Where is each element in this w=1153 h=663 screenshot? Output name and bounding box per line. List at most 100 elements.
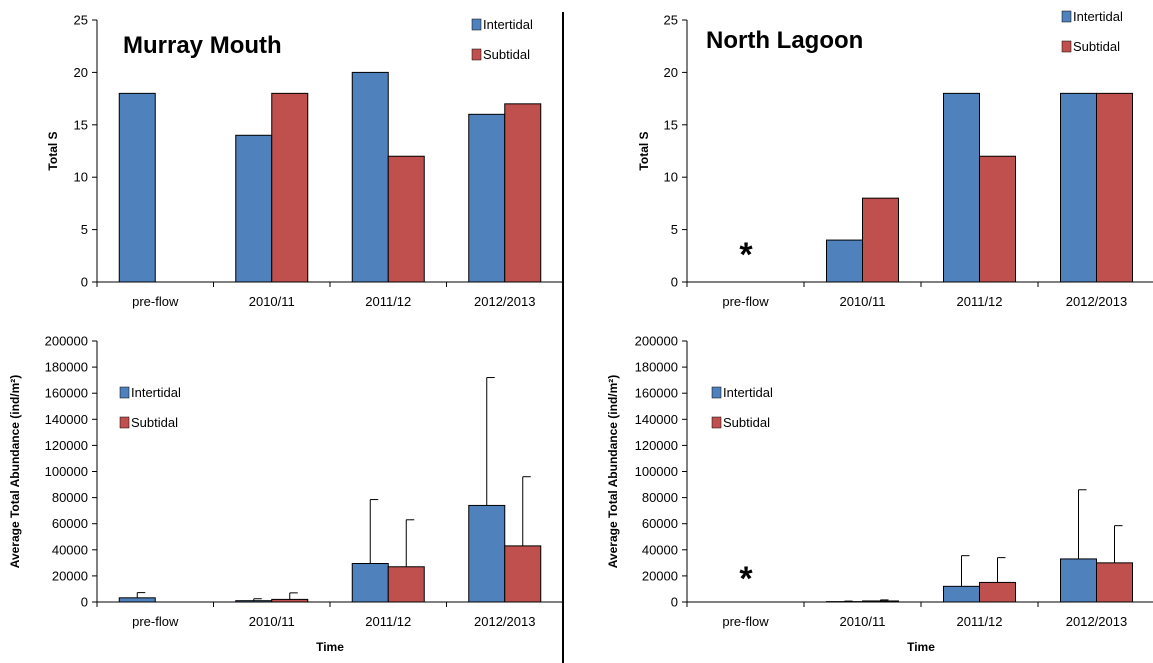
nl_s-bar-intertidal xyxy=(1060,92,1097,283)
mm_ab-legend-swatch-intertidal xyxy=(119,386,130,399)
mm_ab-y-tick-label: 120000 xyxy=(45,438,88,453)
nl_s-legend-label-subtidal: Subtidal xyxy=(1073,39,1120,54)
nl_s-bar-intertidal xyxy=(826,239,863,283)
mm_s-legend-label-subtidal: Subtidal xyxy=(483,47,530,62)
mm_ab-y-tick-label: 80000 xyxy=(52,490,88,505)
nl_s-bar-intertidal xyxy=(943,92,980,283)
mm_ab-bar-intertidal xyxy=(118,597,156,603)
mm_ab-y-axis-title: Average Total Abundance (ind/m²) xyxy=(8,375,22,569)
nl_ab-y-tick-label: 120000 xyxy=(635,438,678,453)
mm_ab-x-tick-label: pre-flow xyxy=(132,614,179,629)
mm_ab-bar-intertidal xyxy=(468,504,506,603)
nl_s-x-tick-label: pre-flow xyxy=(722,294,769,309)
nl_ab-y-tick-label: 200000 xyxy=(635,334,678,349)
nl_s-legend-swatch-subtidal xyxy=(1061,40,1072,53)
mm_ab-bar-subtidal xyxy=(387,566,425,603)
mm_s-y-tick-label: 0 xyxy=(81,275,88,290)
mm_s-y-axis-title: Total S xyxy=(46,131,60,170)
nl_ab-legend-label-intertidal: Intertidal xyxy=(723,385,773,400)
mm_ab-y-tick-label: 180000 xyxy=(45,360,88,375)
mm_s-bar-intertidal xyxy=(351,71,389,283)
mm_ab-bar-intertidal xyxy=(235,600,273,603)
nl_ab-y-tick-label: 140000 xyxy=(635,412,678,427)
nl_s-y-axis-title: Total S xyxy=(637,131,651,170)
nl_ab-asterisk-annotation: * xyxy=(739,560,753,598)
mm_s-x-tick-label: 2012/2013 xyxy=(474,294,535,309)
nl_ab-y-tick-label: 40000 xyxy=(642,542,678,557)
nl_ab-y-tick-label: 160000 xyxy=(635,386,678,401)
nl_s-x-tick-label: 2010/11 xyxy=(839,294,885,309)
mm_s-y-tick-label: 20 xyxy=(74,65,88,80)
nl_ab-x-axis-title: Time xyxy=(907,640,935,654)
nl_s-y-tick-label: 5 xyxy=(671,222,678,237)
mm_ab-legend-label-intertidal: Intertidal xyxy=(131,385,181,400)
mm_ab-y-tick-label: 40000 xyxy=(52,542,88,557)
nl_ab-y-tick-label: 80000 xyxy=(642,490,678,505)
mm_s-x-tick-label: pre-flow xyxy=(132,294,179,309)
nl_ab-x-tick-label: 2011/12 xyxy=(956,614,1002,629)
nl_ab-y-tick-label: 20000 xyxy=(642,568,678,583)
mm_ab-bar-subtidal xyxy=(271,598,309,603)
nl_ab-bar-intertidal xyxy=(943,585,980,603)
nl_ab-y-tick-label: 100000 xyxy=(635,464,678,479)
mm_s-bar-intertidal xyxy=(235,134,273,283)
nl_ab-x-tick-label: 2010/11 xyxy=(839,614,885,629)
mm_s-x-tick-label: 2011/12 xyxy=(365,294,411,309)
mm_s-x-tick-label: 2010/11 xyxy=(249,294,295,309)
mm_s-title: Murray Mouth xyxy=(123,32,282,59)
mm_ab-x-tick-label: 2012/2013 xyxy=(474,614,535,629)
mm_s-y-tick-label: 10 xyxy=(74,170,88,185)
mm_ab-bar-subtidal xyxy=(504,545,542,603)
nl_ab-bar-subtidal xyxy=(979,581,1016,603)
mm_ab-legend-label-subtidal: Subtidal xyxy=(131,415,178,430)
nl_s-bar-subtidal xyxy=(1096,92,1133,283)
mm_ab-x-axis-title: Time xyxy=(316,640,344,654)
nl_ab-y-tick-label: 180000 xyxy=(635,360,678,375)
mm_ab-bar-intertidal xyxy=(351,563,389,603)
mm_s-bar-subtidal xyxy=(387,155,425,283)
mm_s-y-tick-label: 25 xyxy=(74,13,88,28)
nl_ab-bar-subtidal xyxy=(1096,562,1133,603)
mm_ab-y-tick-label: 140000 xyxy=(45,412,88,427)
nl_s-title: North Lagoon xyxy=(706,27,863,54)
mm_s-legend-label-intertidal: Intertidal xyxy=(483,17,533,32)
nl_s-y-tick-label: 25 xyxy=(664,13,678,28)
nl_ab-y-tick-label: 60000 xyxy=(642,516,678,531)
nl_ab-x-tick-label: 2012/2013 xyxy=(1066,614,1127,629)
nl_ab-y-axis-title: Average Total Abundance (ind/m²) xyxy=(606,375,620,569)
mm_s-bar-intertidal xyxy=(118,92,156,283)
mm_s-bar-intertidal xyxy=(468,113,506,283)
nl_s-y-tick-label: 10 xyxy=(664,170,678,185)
nl_s-y-tick-label: 15 xyxy=(664,117,678,132)
mm_s-bar-subtidal xyxy=(504,103,542,283)
nl_s-bar-subtidal xyxy=(979,155,1016,283)
mm_s-legend-swatch-intertidal xyxy=(471,18,482,31)
mm_ab-y-tick-label: 160000 xyxy=(45,386,88,401)
mm_s-legend-swatch-subtidal xyxy=(471,48,482,61)
mm_ab-legend-swatch-subtidal xyxy=(119,416,130,429)
mm_ab-y-tick-label: 0 xyxy=(81,595,88,610)
nl_s-x-tick-label: 2012/2013 xyxy=(1066,294,1127,309)
nl_s-asterisk-annotation: * xyxy=(739,236,753,274)
nl_ab-x-tick-label: pre-flow xyxy=(722,614,769,629)
nl_ab-legend-label-subtidal: Subtidal xyxy=(723,415,770,430)
mm_ab-y-tick-label: 60000 xyxy=(52,516,88,531)
nl_s-y-tick-label: 20 xyxy=(664,65,678,80)
nl_ab-bar-subtidal xyxy=(862,600,899,603)
nl_s-y-tick-label: 0 xyxy=(671,275,678,290)
nl_s-bar-subtidal xyxy=(862,197,899,283)
mm_s-y-tick-label: 5 xyxy=(81,222,88,237)
mm_ab-y-tick-label: 20000 xyxy=(52,568,88,583)
mm_ab-x-tick-label: 2010/11 xyxy=(249,614,295,629)
mm_s-bar-subtidal xyxy=(271,92,309,283)
mm_ab-y-tick-label: 100000 xyxy=(45,464,88,479)
mm_s-y-tick-label: 15 xyxy=(74,117,88,132)
nl_ab-bar-intertidal xyxy=(1060,558,1097,603)
nl_s-legend-swatch-intertidal xyxy=(1061,10,1072,23)
nl_s-x-tick-label: 2011/12 xyxy=(956,294,1002,309)
nl_s-legend-label-intertidal: Intertidal xyxy=(1073,9,1123,24)
nl_ab-legend-swatch-intertidal xyxy=(711,386,722,399)
nl_ab-legend-swatch-subtidal xyxy=(711,416,722,429)
nl_ab-y-tick-label: 0 xyxy=(671,595,678,610)
